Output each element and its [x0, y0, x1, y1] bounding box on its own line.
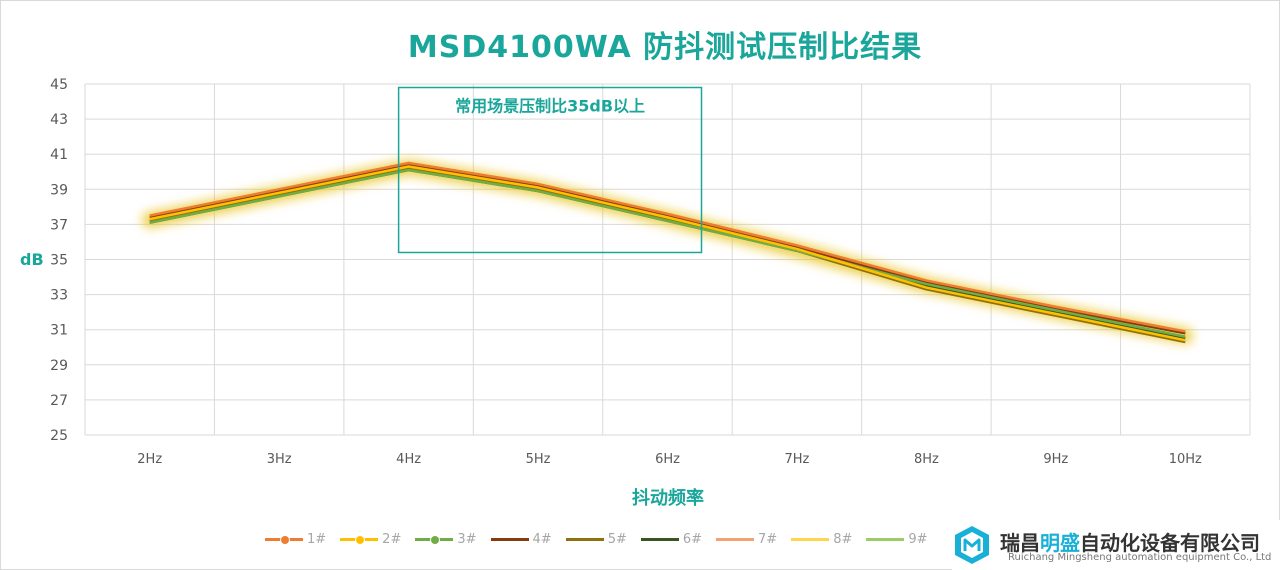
legend-marker	[430, 534, 441, 545]
legend-swatch	[866, 537, 905, 541]
annotation-text: 常用场景压制比35dB以上	[455, 97, 645, 116]
x-tick-label: 8Hz	[914, 452, 939, 467]
company-name: 瑞昌明盛自动化设备有限公司	[1000, 527, 1260, 556]
legend-swatch	[791, 537, 830, 541]
legend-label: 7#	[758, 531, 778, 547]
legend-item: 8#	[791, 530, 852, 548]
x-tick-label: 6Hz	[655, 452, 680, 467]
series-line-2	[149, 165, 1186, 342]
y-tick-label: 45	[50, 77, 68, 93]
x-tick-label: 10Hz	[1169, 452, 1202, 467]
y-tick-label: 31	[50, 323, 68, 339]
legend-label: 4#	[532, 531, 552, 547]
x-tick-label: 9Hz	[1043, 452, 1068, 467]
y-tick-label: 41	[50, 147, 68, 163]
legend-label: 5#	[607, 531, 627, 547]
y-axis-label: dB	[20, 250, 44, 269]
y-tick-label: 33	[50, 288, 68, 304]
legend-label: 8#	[833, 531, 853, 547]
legend-marker	[280, 534, 290, 545]
series-line-3	[149, 168, 1186, 338]
legend-item: 6#	[640, 530, 703, 548]
x-tick-label: 4Hz	[396, 452, 421, 467]
legend-marker	[355, 534, 366, 545]
x-tick-label: 5Hz	[526, 452, 551, 467]
legend-swatch	[340, 534, 379, 545]
chart-legend: 1# 2# 3# 4# 5# 6# 7# 8# 9#	[265, 530, 942, 548]
company-logo: 瑞昌明盛自动化设备有限公司 Ruichang Mingsheng automat…	[952, 520, 1280, 570]
legend-label: 2#	[382, 531, 402, 547]
y-tick-label: 39	[50, 182, 68, 198]
y-tick-label: 43	[50, 112, 68, 128]
x-axis-label: 抖动频率	[632, 488, 704, 509]
company-name-part1: 瑞昌	[1000, 531, 1040, 555]
cube-logo-icon	[955, 526, 989, 564]
chart-title: MSD4100WA 防抖测试压制比结果	[407, 30, 923, 65]
legend-item: 9#	[866, 530, 928, 548]
legend-item: 1#	[265, 530, 326, 548]
legend-label: 9#	[908, 531, 928, 547]
legend-item: 5#	[565, 530, 627, 548]
legend-item: 2#	[340, 530, 401, 548]
legend-swatch	[565, 537, 604, 541]
legend-item: 3#	[415, 530, 477, 548]
y-tick-label: 29	[50, 358, 68, 374]
legend-label: 1#	[307, 531, 327, 547]
legend-label: 6#	[682, 531, 703, 547]
x-tick-label: 3Hz	[267, 452, 292, 467]
y-tick-label: 35	[50, 253, 68, 269]
legend-swatch	[640, 537, 679, 541]
legend-item: 4#	[490, 530, 552, 548]
legend-swatch	[415, 534, 454, 545]
company-subtitle: Ruichang Mingsheng automation equipment …	[1008, 552, 1272, 563]
annotation-box	[397, 86, 703, 254]
series-line-4	[149, 163, 1186, 335]
series-line-1	[149, 161, 1186, 333]
y-tick-label: 37	[50, 217, 68, 233]
legend-swatch	[716, 537, 755, 541]
legend-swatch	[265, 534, 303, 545]
legend-swatch	[490, 537, 529, 541]
y-tick-label: 25	[50, 428, 68, 444]
x-tick-label: 2Hz	[137, 452, 162, 467]
legend-label: 3#	[457, 531, 477, 547]
x-tick-label: 7Hz	[785, 452, 810, 467]
legend-item: 7#	[716, 530, 777, 548]
company-name-highlight: 明盛	[1040, 531, 1080, 555]
company-name-part2: 自动化设备有限公司	[1080, 531, 1260, 555]
series-line-5	[149, 166, 1186, 344]
y-tick-label: 27	[50, 393, 68, 409]
